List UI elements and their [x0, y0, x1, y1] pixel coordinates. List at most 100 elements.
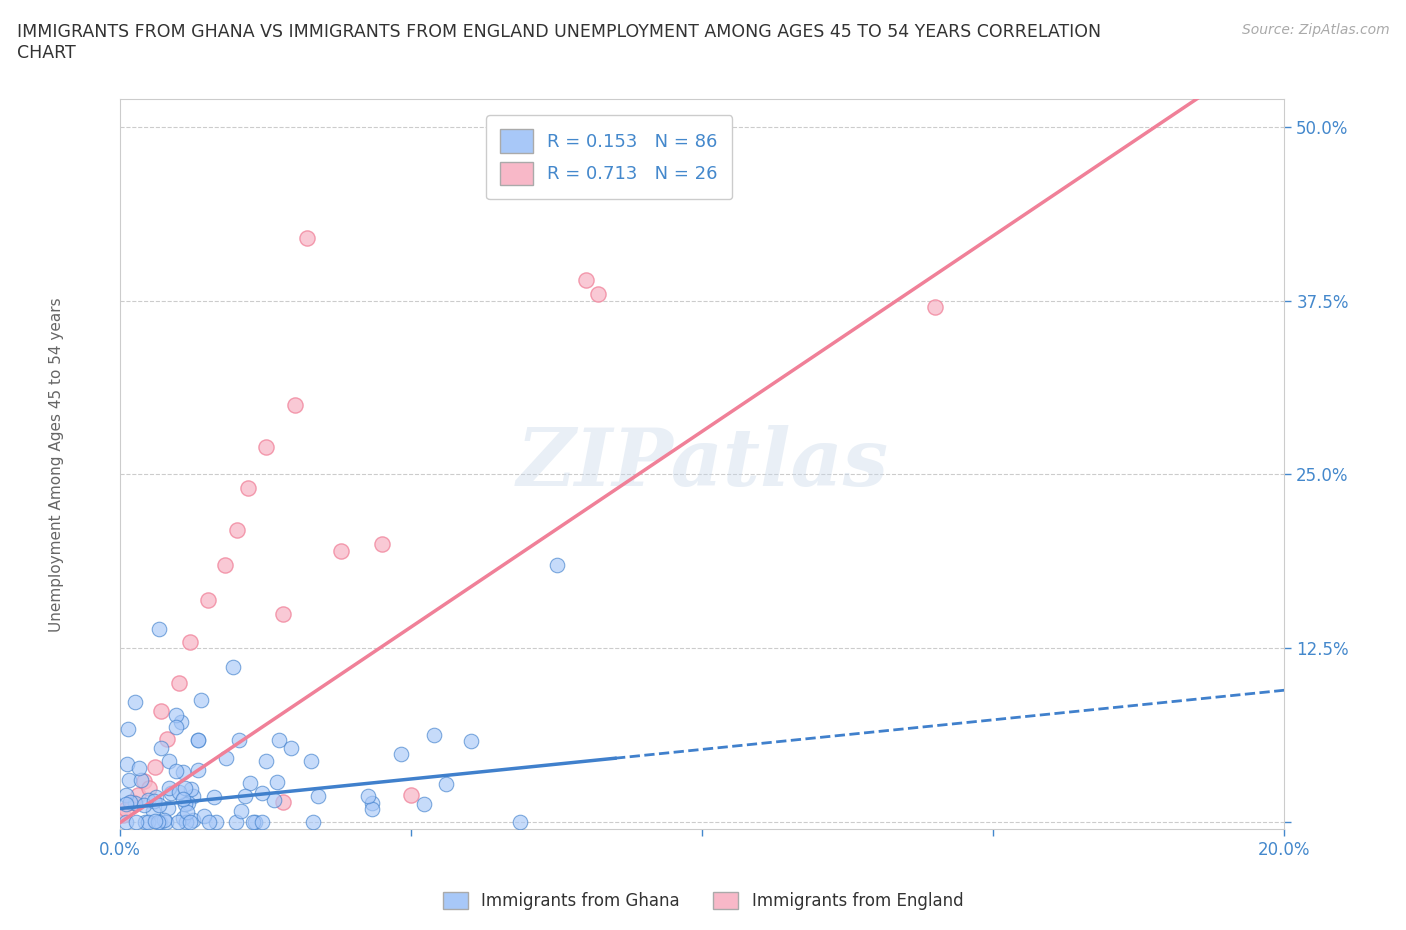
Point [187, 733, 209, 748]
Point [423, 727, 446, 742]
Point [242, 815, 264, 830]
Point [187, 763, 209, 777]
Point [150, 740, 173, 755]
Point [172, 810, 194, 825]
Point [157, 801, 180, 816]
Point [229, 804, 252, 818]
Point [357, 788, 380, 803]
Point [181, 813, 204, 828]
Point [132, 773, 155, 788]
Point [180, 781, 202, 796]
Point [271, 606, 294, 621]
Point [197, 592, 219, 607]
Point [586, 286, 609, 301]
Point [176, 804, 198, 819]
Point [250, 786, 273, 801]
Point [389, 747, 412, 762]
Point [173, 797, 195, 812]
Point [263, 792, 285, 807]
Point [250, 815, 273, 830]
Point [128, 761, 150, 776]
Point [134, 815, 156, 830]
Point [143, 759, 166, 774]
Point [143, 814, 166, 829]
Point [165, 719, 187, 734]
Point [177, 795, 200, 810]
Point [924, 300, 946, 315]
Point [172, 791, 194, 806]
Point [115, 815, 138, 830]
Point [401, 787, 423, 802]
Point [157, 754, 180, 769]
Point [143, 793, 166, 808]
Point [295, 231, 318, 246]
Point [121, 794, 143, 809]
Point [134, 798, 156, 813]
Point [115, 788, 138, 803]
Point [460, 734, 482, 749]
Point [546, 557, 568, 572]
Point [172, 764, 194, 779]
Point [307, 789, 329, 804]
Point [165, 764, 187, 778]
Point [166, 815, 188, 830]
Point [155, 815, 177, 830]
Point [167, 676, 190, 691]
Point [434, 777, 457, 791]
Point [117, 756, 139, 771]
Point [174, 781, 197, 796]
Point [125, 815, 148, 830]
Point [127, 787, 149, 802]
Point [225, 815, 247, 830]
Point [266, 775, 288, 790]
Point [254, 439, 277, 454]
Point [156, 732, 179, 747]
Point [120, 795, 142, 810]
Point [157, 780, 180, 795]
Text: Source: ZipAtlas.com: Source: ZipAtlas.com [1241, 23, 1389, 37]
Point [136, 793, 159, 808]
Point [138, 780, 160, 795]
Point [214, 557, 236, 572]
Point [205, 815, 228, 830]
Point [225, 523, 247, 538]
Point [124, 695, 146, 710]
Point [413, 797, 436, 812]
Point [254, 753, 277, 768]
Point [238, 481, 260, 496]
Point [142, 804, 165, 818]
Point [243, 815, 266, 830]
Point [165, 708, 187, 723]
Point [117, 772, 139, 787]
Point [330, 544, 353, 559]
Text: Unemployment Among Ages 45 to 54 years: Unemployment Among Ages 45 to 54 years [49, 298, 63, 632]
Point [129, 773, 152, 788]
Point [115, 796, 138, 811]
Point [153, 813, 176, 828]
Point [284, 397, 307, 412]
Point [228, 732, 250, 747]
Point [371, 537, 394, 551]
Point [145, 790, 167, 804]
Point [280, 741, 302, 756]
Point [159, 786, 181, 801]
Point [193, 808, 215, 823]
Point [149, 815, 172, 830]
Legend: Immigrants from Ghana, Immigrants from England: Immigrants from Ghana, Immigrants from E… [436, 885, 970, 917]
Point [117, 721, 139, 736]
Point [167, 785, 190, 800]
Point [271, 794, 294, 809]
Point [187, 733, 209, 748]
Point [150, 704, 173, 719]
Point [198, 815, 221, 830]
Point [239, 776, 262, 790]
Point [146, 815, 169, 830]
Point [215, 751, 238, 765]
Text: IMMIGRANTS FROM GHANA VS IMMIGRANTS FROM ENGLAND UNEMPLOYMENT AMONG AGES 45 TO 5: IMMIGRANTS FROM GHANA VS IMMIGRANTS FROM… [17, 23, 1101, 62]
Legend: R = 0.153   N = 86, R = 0.713   N = 26: R = 0.153 N = 86, R = 0.713 N = 26 [486, 115, 733, 199]
Point [233, 789, 256, 804]
Point [115, 801, 138, 816]
Point [181, 789, 204, 804]
Point [179, 815, 201, 830]
Point [360, 802, 382, 817]
